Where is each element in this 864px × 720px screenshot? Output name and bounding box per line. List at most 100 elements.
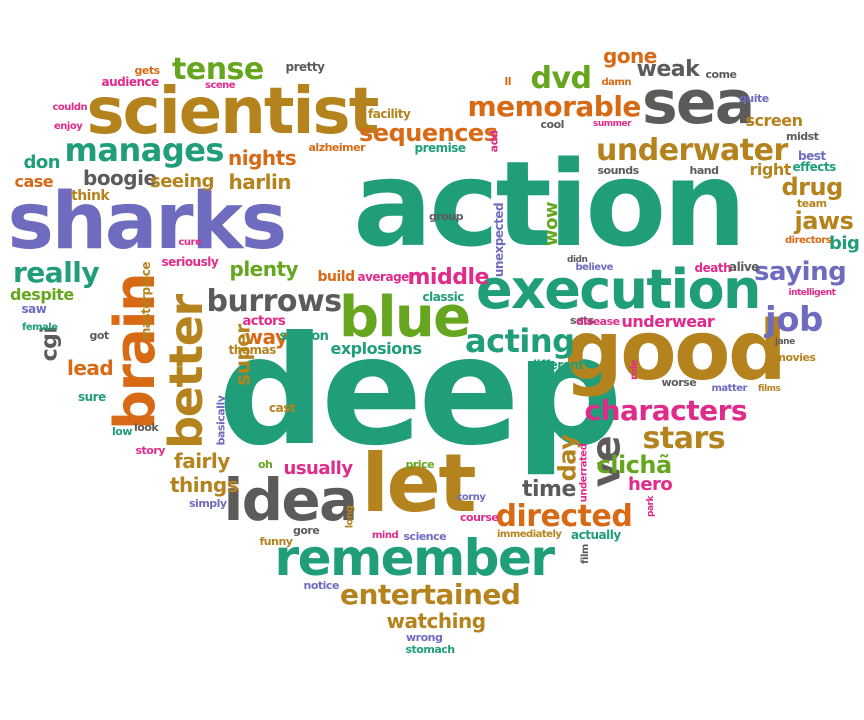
cloud-word: effects <box>792 160 837 174</box>
cloud-word: case <box>14 172 54 191</box>
cloud-word: couldn <box>52 102 88 113</box>
cloud-word: really <box>13 256 100 289</box>
cloud-word: group <box>429 209 464 223</box>
cloud-word: oh <box>258 457 273 471</box>
cloud-word: basically <box>214 395 228 445</box>
cloud-word: underwater <box>596 133 788 168</box>
cloud-word: right <box>749 160 792 179</box>
cloud-word: alive <box>729 260 759 274</box>
cloud-word: cast <box>269 401 296 415</box>
cloud-word: directed <box>495 499 633 534</box>
cloud-word: film <box>579 544 591 564</box>
cloud-word: facility <box>368 107 411 121</box>
cloud-word: screen <box>745 111 804 130</box>
cloud-word: scene <box>205 80 236 91</box>
cloud-word: look <box>134 420 159 434</box>
cloud-word: role <box>629 359 641 381</box>
cloud-word: usually <box>283 458 354 479</box>
cloud-word: audience <box>101 75 160 89</box>
cloud-word: lead <box>67 356 114 380</box>
cloud-word: park <box>645 495 656 517</box>
cloud-word: middle <box>407 265 490 290</box>
cloud-word: saw <box>21 302 47 316</box>
cloud-word: summer <box>593 118 632 129</box>
cloud-word: stomach <box>405 642 456 656</box>
cloud-word: funny <box>259 534 293 548</box>
cloud-word: hand <box>689 163 719 177</box>
cloud-word: thomas <box>228 343 277 357</box>
cloud-word: brain <box>103 273 169 431</box>
cloud-word: story <box>135 443 166 457</box>
cloud-word: let <box>361 437 477 530</box>
cloud-word: scientist <box>86 75 380 149</box>
cloud-word: sounds <box>597 163 640 177</box>
cloud-word: wrong <box>406 630 443 644</box>
cloud-word: dvd <box>530 61 593 96</box>
cloud-word: disease <box>576 314 620 328</box>
cloud-word: tense <box>172 52 264 87</box>
cloud-word: classic <box>422 290 465 304</box>
cloud-word: acting <box>465 322 575 360</box>
cloud-word: saffron <box>279 328 329 344</box>
cloud-word: gone <box>603 44 657 68</box>
cloud-word: plenty <box>229 257 299 281</box>
cloud-word: seriously <box>161 255 219 269</box>
cloud-word: actors <box>242 313 286 329</box>
cloud-word: pretty <box>285 60 325 74</box>
cloud-word: sure <box>78 390 106 404</box>
cloud-word: enjoy <box>54 121 83 132</box>
cloud-word: hero <box>628 474 673 495</box>
cloud-word: time <box>522 477 576 502</box>
cloud-word: worse <box>661 375 697 389</box>
cloud-word: movies <box>774 350 816 364</box>
cloud-word: sequences <box>359 119 498 147</box>
cloud-word: explosions <box>330 339 423 358</box>
cloud-word: course <box>460 510 499 524</box>
cloud-word: best <box>798 149 826 163</box>
cloud-word: burrows <box>206 284 343 319</box>
cloud-word: jaws <box>794 207 854 235</box>
cloud-word: wow <box>541 201 563 247</box>
cloud-word: directors <box>785 235 832 246</box>
cloud-word: science <box>403 529 447 543</box>
cloud-word: long <box>343 505 355 529</box>
cloud-word: idea <box>223 466 359 534</box>
cloud-word: matter <box>711 383 748 394</box>
cloud-word: sets <box>570 313 594 327</box>
cloud-word: add <box>487 130 501 152</box>
cloud-word: underrated <box>577 443 589 503</box>
cloud-word: masterpiece <box>139 261 154 341</box>
cloud-word: saying <box>754 257 847 287</box>
cloud-word: price <box>405 457 435 471</box>
cloud-word: cool <box>540 117 565 131</box>
cloud-word: way <box>244 325 288 349</box>
cloud-word: big <box>829 233 860 254</box>
cloud-word: weak <box>636 57 700 82</box>
cloud-word: team <box>797 196 827 210</box>
cloud-word: midst <box>786 129 819 143</box>
cloud-word: damn <box>601 77 632 88</box>
cloud-word: blue <box>339 285 471 350</box>
cloud-word: entertained <box>340 578 521 611</box>
cloud-word: despite <box>10 285 74 304</box>
cloud-word: watching <box>386 609 487 633</box>
cloud-word: simply <box>189 496 227 510</box>
cloud-word: cure <box>178 237 202 248</box>
cloud-word: mind <box>372 530 399 541</box>
cloud-word: manages <box>64 131 225 169</box>
cloud-word: average <box>357 270 410 284</box>
cloud-word: characters <box>584 394 748 427</box>
cloud-word: stars <box>642 421 726 456</box>
cloud-word: drug <box>781 173 844 201</box>
cloud-word: remember <box>274 529 556 587</box>
cloud-word: day <box>552 434 581 482</box>
cloud-word: think <box>71 188 110 204</box>
cloud-word: things <box>170 473 239 497</box>
cloud-word: underwear <box>621 312 715 331</box>
cloud-word: different <box>528 358 585 372</box>
cloud-word: harlin <box>228 170 292 194</box>
cloud-word: action <box>353 135 747 273</box>
cloud-word: intelligent <box>788 287 836 298</box>
cloud-word: films <box>758 383 781 394</box>
